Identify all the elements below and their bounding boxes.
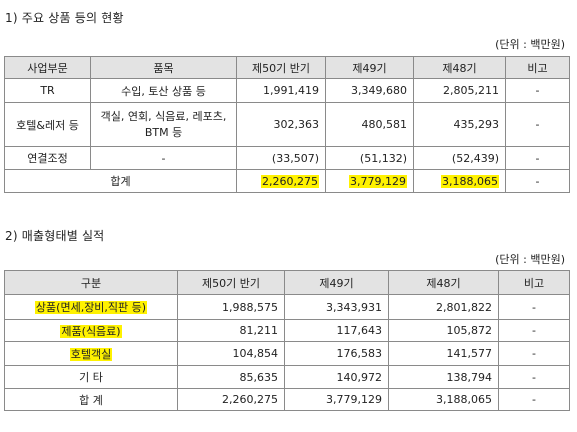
section2-title: 2) 매출형태별 실적 bbox=[5, 229, 105, 243]
table-cell: 수입, 토산 상품 등 bbox=[90, 78, 237, 103]
table-cell: 105,872 bbox=[388, 319, 499, 342]
table-cell: 3,343,931 bbox=[284, 294, 389, 320]
table-cell: 호텔객실 bbox=[4, 341, 178, 366]
table-cell: 2,801,822 bbox=[388, 294, 499, 320]
table-cell: - bbox=[498, 341, 570, 366]
table-cell: 302,363 bbox=[236, 102, 326, 147]
table-cell: 기 타 bbox=[4, 365, 178, 389]
table-cell: (51,132) bbox=[325, 146, 414, 170]
header-cell: 제49기 bbox=[325, 56, 414, 79]
table-cell: (33,507) bbox=[236, 146, 326, 170]
section1-title: 1) 주요 상품 등의 현황 bbox=[5, 11, 124, 25]
table-row: TR 수입, 토산 상품 등 1,991,419 3,349,680 2,805… bbox=[4, 78, 570, 103]
table-cell: - bbox=[90, 146, 237, 170]
table-total-row: 합계 2,260,275 3,779,129 3,188,065 - bbox=[4, 169, 570, 193]
table-cell: - bbox=[498, 388, 570, 411]
table-cell: - bbox=[498, 294, 570, 320]
total-label: 합계 bbox=[4, 169, 237, 193]
table-cell: 3,349,680 bbox=[325, 78, 414, 103]
table-cell: 85,635 bbox=[177, 365, 285, 389]
section1-unit: (단위 : 백만원) bbox=[495, 38, 565, 51]
table-cell: 176,583 bbox=[284, 341, 389, 366]
table-cell: - bbox=[505, 146, 570, 170]
header-cell: 제50기 반기 bbox=[236, 56, 326, 79]
table-cell: 호텔&레저 등 bbox=[4, 102, 91, 147]
table-cell: 140,972 bbox=[284, 365, 389, 389]
table-cell: 객실, 연회, 식음료, 레포츠, BTM 등 bbox=[90, 102, 237, 147]
table-cell: 81,211 bbox=[177, 319, 285, 342]
table-cell: 117,643 bbox=[284, 319, 389, 342]
table-cell: (52,439) bbox=[413, 146, 506, 170]
table-cell: 104,854 bbox=[177, 341, 285, 366]
highlighted-label: 호텔객실 bbox=[69, 347, 113, 361]
table-header-row: 구분 제50기 반기 제49기 제48기 비고 bbox=[4, 270, 570, 295]
table-cell: 합 계 bbox=[4, 388, 178, 411]
products-table: 사업부문 품목 제50기 반기 제49기 제48기 비고 TR 수입, 토산 상… bbox=[4, 56, 570, 193]
total-cell: 3,779,129 bbox=[325, 169, 414, 193]
sales-table: 구분 제50기 반기 제49기 제48기 비고 상품(면세,장비,직판 등) 1… bbox=[4, 270, 570, 411]
highlighted-label: 제품(식음료) bbox=[60, 324, 122, 338]
section2-unit: (단위 : 백만원) bbox=[495, 253, 565, 266]
total-cell: 2,260,275 bbox=[236, 169, 326, 193]
table-cell: 1,991,419 bbox=[236, 78, 326, 103]
table-cell: 480,581 bbox=[325, 102, 414, 147]
table-header-row: 사업부문 품목 제50기 반기 제49기 제48기 비고 bbox=[4, 56, 570, 79]
table-cell: 상품(면세,장비,직판 등) bbox=[4, 294, 178, 320]
header-cell: 제50기 반기 bbox=[177, 270, 285, 295]
table-row: 기 타 85,635 140,972 138,794 - bbox=[4, 365, 570, 389]
highlighted-label: 상품(면세,장비,직판 등) bbox=[34, 301, 148, 314]
table-cell: 2,805,211 bbox=[413, 78, 506, 103]
table-cell: 3,188,065 bbox=[388, 388, 499, 411]
table-cell: 3,779,129 bbox=[284, 388, 389, 411]
header-cell: 제48기 bbox=[413, 56, 506, 79]
header-cell: 품목 bbox=[90, 56, 237, 79]
table-row: 호텔&레저 등 객실, 연회, 식음료, 레포츠, BTM 등 302,363 … bbox=[4, 102, 570, 147]
table-total-row: 합 계 2,260,275 3,779,129 3,188,065 - bbox=[4, 388, 570, 411]
table-row: 상품(면세,장비,직판 등) 1,988,575 3,343,931 2,801… bbox=[4, 294, 570, 320]
highlighted-value: 2,260,275 bbox=[261, 174, 319, 188]
table-cell: 1,988,575 bbox=[177, 294, 285, 320]
header-cell: 비고 bbox=[498, 270, 570, 295]
table-cell: - bbox=[498, 319, 570, 342]
table-cell: - bbox=[505, 102, 570, 147]
highlighted-value: 3,188,065 bbox=[441, 174, 499, 188]
table-cell: - bbox=[505, 78, 570, 103]
total-cell: - bbox=[505, 169, 570, 193]
table-cell: - bbox=[498, 365, 570, 389]
table-cell: TR bbox=[4, 78, 91, 103]
table-row: 호텔객실 104,854 176,583 141,577 - bbox=[4, 341, 570, 366]
table-cell: 2,260,275 bbox=[177, 388, 285, 411]
highlighted-value: 3,779,129 bbox=[349, 174, 407, 188]
total-cell: 3,188,065 bbox=[413, 169, 506, 193]
header-cell: 비고 bbox=[505, 56, 570, 79]
table-cell: 연결조정 bbox=[4, 146, 91, 170]
table-row: 연결조정 - (33,507) (51,132) (52,439) - bbox=[4, 146, 570, 170]
table-cell: 435,293 bbox=[413, 102, 506, 147]
table-cell: 제품(식음료) bbox=[4, 319, 178, 342]
header-cell: 사업부문 bbox=[4, 56, 91, 79]
table-cell: 141,577 bbox=[388, 341, 499, 366]
table-row: 제품(식음료) 81,211 117,643 105,872 - bbox=[4, 319, 570, 342]
header-cell: 구분 bbox=[4, 270, 178, 295]
table-cell: 138,794 bbox=[388, 365, 499, 389]
header-cell: 제49기 bbox=[284, 270, 389, 295]
header-cell: 제48기 bbox=[388, 270, 499, 295]
